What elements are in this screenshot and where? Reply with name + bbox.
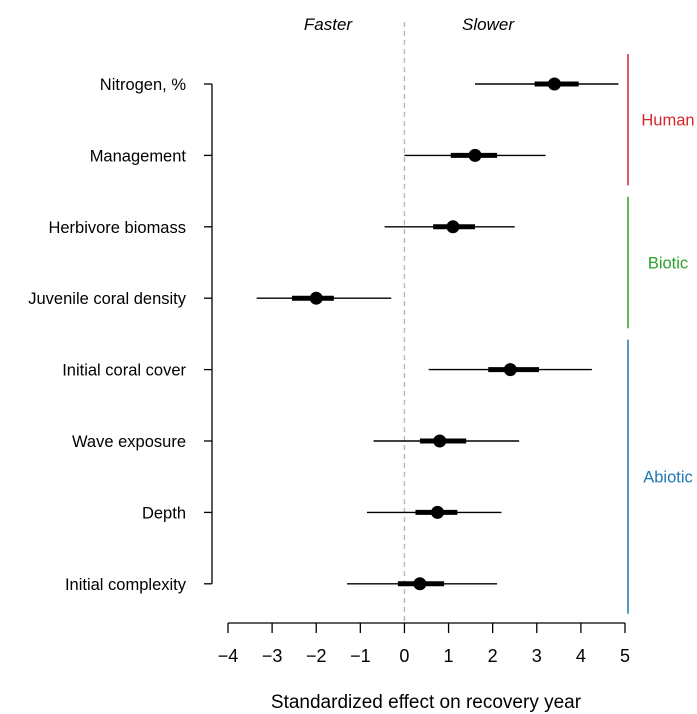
slower-direction-label: Slower xyxy=(462,15,515,34)
y-tick-label: Nitrogen, % xyxy=(100,76,187,94)
y-axis: Nitrogen, % Management Herbivore biomass Ju… xyxy=(28,76,213,594)
x-tick-label: 4 xyxy=(576,646,586,666)
x-axis-title: Standardized effect on recovery year xyxy=(271,692,582,713)
x-tick-label: −3 xyxy=(262,646,283,666)
mean-point xyxy=(503,363,517,377)
y-tick-label: Depth xyxy=(142,504,186,522)
mean-point xyxy=(413,577,427,591)
estimate-marks xyxy=(256,77,619,591)
y-tick-label: Initial coral cover xyxy=(62,362,186,380)
x-tick-label: 2 xyxy=(488,646,498,666)
group-brackets: Human Biotic Abiotic xyxy=(627,54,695,614)
group-label: Abiotic xyxy=(643,469,693,487)
faster-direction-label: Faster xyxy=(304,15,354,34)
y-tick-label: Management xyxy=(90,147,187,165)
mean-point xyxy=(433,434,447,448)
mean-point xyxy=(547,77,561,91)
y-tick-label: Herbivore biomass xyxy=(48,219,186,237)
mean-point xyxy=(309,291,323,305)
y-tick-label: Initial complexity xyxy=(65,576,187,594)
x-tick-label: −1 xyxy=(350,646,371,666)
x-axis: −4 −3 −2 −1 0 1 2 3 4 5 xyxy=(218,622,630,666)
x-tick-label: 5 xyxy=(620,646,630,666)
x-tick-label: 1 xyxy=(444,646,454,666)
group-label: Human xyxy=(641,112,694,130)
mean-point xyxy=(468,148,482,162)
group-label: Biotic xyxy=(648,255,688,273)
mean-point xyxy=(446,220,460,234)
y-tick-label: Juvenile coral density xyxy=(28,290,186,308)
x-tick-label: 3 xyxy=(532,646,542,666)
x-tick-label: −2 xyxy=(306,646,327,666)
y-tick-label: Wave exposure xyxy=(72,433,186,451)
x-tick-label: −4 xyxy=(218,646,239,666)
x-tick-label: 0 xyxy=(399,646,409,666)
mean-point xyxy=(431,505,445,519)
